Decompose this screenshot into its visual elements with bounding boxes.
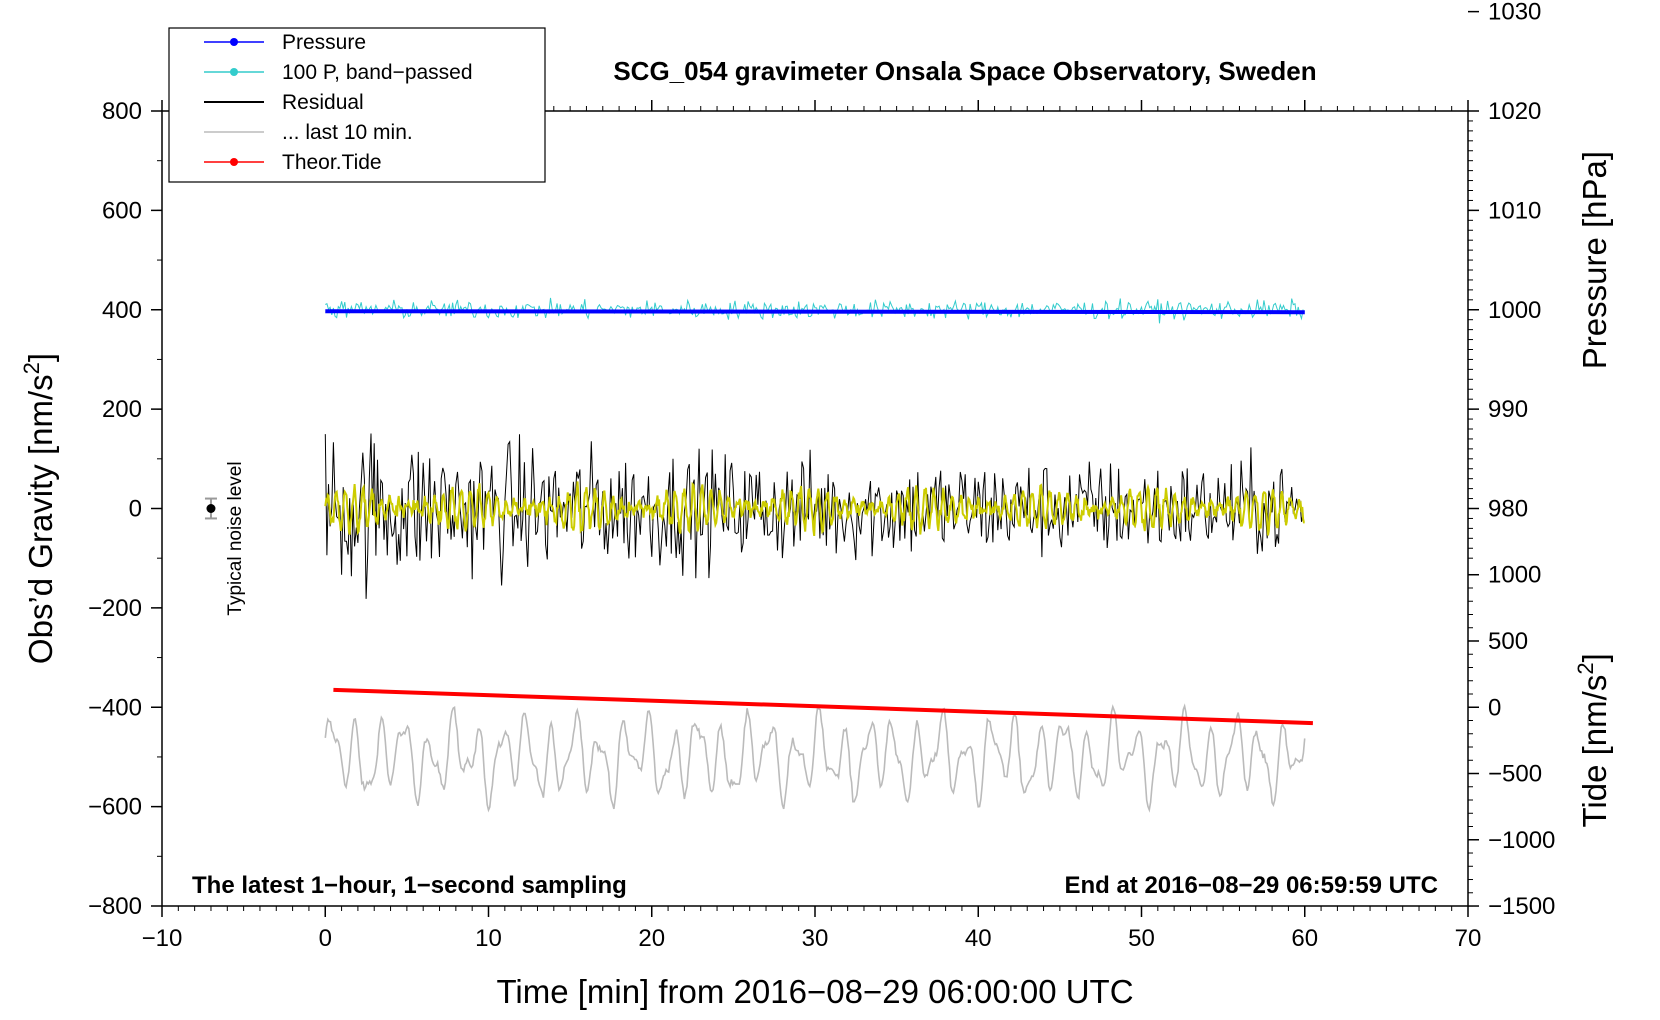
series-theoretical-tide bbox=[333, 687, 1313, 726]
pressure-tick-label: 1010 bbox=[1488, 197, 1541, 224]
tide-tick-label: −1500 bbox=[1488, 893, 1555, 920]
y-axis-left-title-close: ] bbox=[22, 353, 59, 362]
x-tick-label: 40 bbox=[965, 925, 992, 952]
series-residual-filtered bbox=[324, 481, 1305, 537]
x-tick-label: 60 bbox=[1291, 925, 1318, 952]
noise-marker bbox=[204, 497, 217, 520]
chart-title: SCG_054 gravimeter Onsala Space Observat… bbox=[613, 56, 1316, 86]
tide-tick-label: 1000 bbox=[1488, 562, 1541, 589]
pressure-tick-label: 990 bbox=[1488, 396, 1528, 423]
tide-tick-label: −500 bbox=[1488, 761, 1542, 788]
series-layer bbox=[324, 297, 1313, 813]
x-axis-title: Time [min] from 2016−08−29 06:00:00 UTC bbox=[496, 973, 1133, 1010]
x-tick-label: 20 bbox=[638, 925, 665, 952]
y-left-tick-label: −200 bbox=[88, 595, 142, 622]
series-pressure bbox=[325, 309, 1305, 315]
y-axis-pressure-title: Pressure [hPa] bbox=[1576, 151, 1613, 369]
y-left-tick-label: 200 bbox=[102, 396, 142, 423]
y-axis-tide-title-main: Tide [nm/s bbox=[1576, 675, 1613, 828]
x-tick-label: 0 bbox=[319, 925, 332, 952]
y-left-tick-label: 600 bbox=[102, 197, 142, 224]
tide-tick-label: −1000 bbox=[1488, 827, 1555, 854]
y-axis-left-title-main: Obs’d Gravity [nm/s bbox=[22, 374, 59, 664]
legend-swatch-dot bbox=[230, 38, 238, 46]
legend-label: Pressure bbox=[282, 31, 366, 54]
y-left-tick-label: −400 bbox=[88, 694, 142, 721]
legend-label: Residual bbox=[282, 91, 364, 114]
y-left-tick-label: −800 bbox=[88, 893, 142, 920]
x-tick-label: −10 bbox=[142, 925, 183, 952]
legend-label: 100 P, band−passed bbox=[282, 61, 473, 84]
legend-swatch-dot bbox=[230, 158, 238, 166]
legend-box bbox=[168, 27, 546, 183]
x-tick-label: 30 bbox=[802, 925, 829, 952]
noise-dot bbox=[206, 504, 216, 513]
pressure-tick-label: 1000 bbox=[1488, 297, 1541, 324]
pressure-tick-label: 980 bbox=[1488, 496, 1528, 523]
y-axis-left-title-sup: 2 bbox=[19, 362, 44, 374]
y-axis-tide-title-close: ] bbox=[1576, 653, 1613, 662]
ticks-layer bbox=[151, 10, 1479, 917]
tide-tick-label: 500 bbox=[1488, 628, 1528, 655]
labels-layer: −10 0 10 20 30 40 50 60 708006004002000−200−400−… bbox=[88, 0, 1555, 952]
y-left-tick-label: −600 bbox=[88, 794, 142, 821]
x-tick-label: 50 bbox=[1128, 925, 1155, 952]
x-tick-label: 70 bbox=[1455, 925, 1482, 952]
y-axis-tide-title-sup: 2 bbox=[1573, 662, 1598, 674]
y-axis-left-title: Obs’d Gravity [nm/s2] bbox=[19, 353, 59, 664]
y-left-tick-label: 400 bbox=[102, 297, 142, 324]
y-left-tick-label: 800 bbox=[102, 98, 142, 125]
tide-tick-label: 0 bbox=[1488, 694, 1501, 721]
legend: Pressure 100 P, band−passed Residual ... la… bbox=[168, 27, 546, 183]
y-axis-tide-title: Tide [nm/s2] bbox=[1573, 653, 1613, 827]
end-time-note: End at 2016−08−29 06:59:59 UTC bbox=[1064, 872, 1438, 899]
noise-level-label: Typical noise level bbox=[225, 461, 246, 615]
sampling-note: The latest 1−hour, 1−second sampling bbox=[192, 872, 627, 899]
legend-swatch-dot bbox=[230, 68, 238, 76]
x-tick-label: 10 bbox=[475, 925, 502, 952]
series-last-10-min bbox=[324, 703, 1306, 813]
legend-label: Theor.Tide bbox=[282, 151, 382, 174]
legend-label: ... last 10 min. bbox=[282, 121, 413, 144]
pressure-tick-label: 1020 bbox=[1488, 98, 1541, 125]
y-left-tick-label: 0 bbox=[129, 496, 142, 523]
pressure-tick-label: 1030 bbox=[1488, 0, 1541, 26]
